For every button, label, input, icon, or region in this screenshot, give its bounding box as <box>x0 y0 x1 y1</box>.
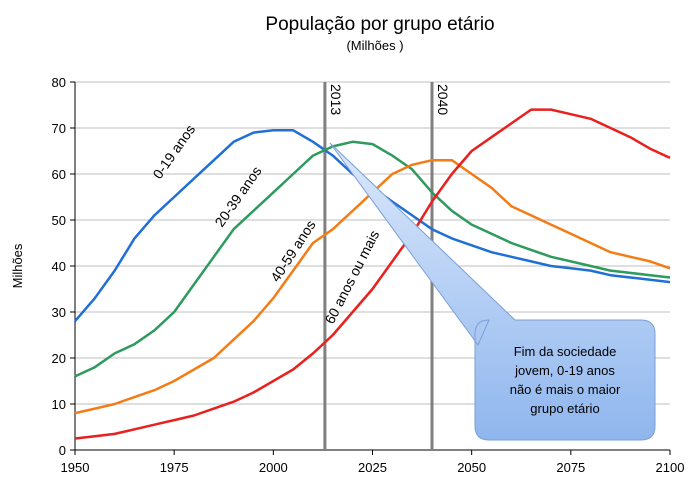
reference-label: 2013 <box>328 84 344 115</box>
series-line <box>74 108 671 440</box>
y-tick-label: 60 <box>52 167 66 182</box>
series-line <box>74 140 671 378</box>
callout <box>329 142 656 441</box>
x-tick-label: 1950 <box>61 460 90 475</box>
x-tick-label: 2050 <box>457 460 486 475</box>
y-tick-label: 80 <box>52 75 66 90</box>
chart-title: População por grupo etário <box>265 14 494 35</box>
x-tick-label: 2100 <box>656 460 685 475</box>
series-label: 0-19 anos <box>149 122 198 182</box>
callout-text: Fim da sociedade <box>514 344 617 359</box>
callout-text: jovem, 0-19 anos <box>514 363 615 378</box>
y-tick-label: 40 <box>52 259 66 274</box>
y-tick-label: 70 <box>52 121 66 136</box>
x-tick-label: 2000 <box>259 460 288 475</box>
x-tick-label: 2025 <box>358 460 387 475</box>
series-label: 40-59 anos <box>267 217 319 284</box>
reference-label: 2040 <box>435 84 451 115</box>
y-tick-label: 0 <box>59 443 66 458</box>
chart-subtitle: (Milhões ) <box>346 38 403 53</box>
x-tick-label: 2075 <box>556 460 585 475</box>
y-tick-label: 20 <box>52 351 66 366</box>
y-tick-label: 50 <box>52 213 66 228</box>
x-tick-label: 1975 <box>160 460 189 475</box>
y-axis-label: Milhões <box>10 243 25 288</box>
y-tick-label: 10 <box>52 397 66 412</box>
callout-text: grupo etário <box>530 401 599 416</box>
y-tick-label: 30 <box>52 305 66 320</box>
callout-text: não é mais o maior <box>510 382 621 397</box>
